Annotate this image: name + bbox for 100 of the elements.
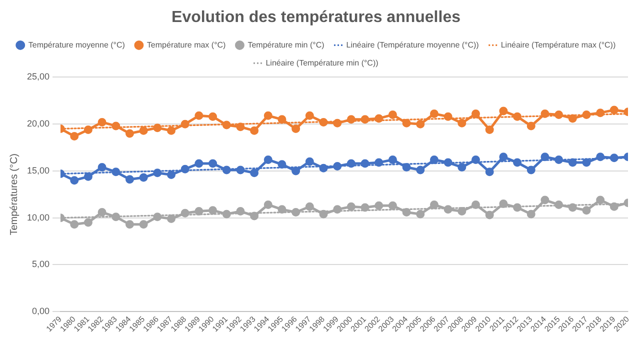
point bbox=[596, 152, 605, 162]
point bbox=[416, 210, 425, 218]
point bbox=[98, 208, 106, 216]
point bbox=[84, 172, 92, 181]
point bbox=[499, 200, 508, 208]
point bbox=[582, 110, 591, 119]
point bbox=[360, 159, 370, 168]
point bbox=[305, 111, 314, 120]
point bbox=[402, 162, 411, 172]
point bbox=[222, 120, 231, 130]
legend-label: Linéaire (Température max (°C)) bbox=[500, 40, 616, 50]
y-tick-label: 20,00 bbox=[26, 118, 50, 129]
point bbox=[208, 159, 218, 168]
point bbox=[194, 207, 204, 216]
point bbox=[70, 220, 79, 229]
point bbox=[292, 124, 300, 134]
point bbox=[98, 162, 106, 172]
point bbox=[70, 176, 79, 185]
legend-label: Linéaire (Température min (°C)) bbox=[266, 58, 379, 68]
point bbox=[84, 218, 92, 227]
y-tick-label: 25,00 bbox=[26, 72, 50, 82]
point bbox=[568, 158, 577, 167]
point bbox=[513, 112, 522, 121]
y-tick-label: 5,00 bbox=[32, 259, 50, 270]
point bbox=[222, 210, 231, 218]
point bbox=[153, 124, 162, 132]
point bbox=[499, 152, 508, 162]
point bbox=[125, 175, 134, 184]
point bbox=[139, 173, 148, 182]
y-tick-label: 0,00 bbox=[32, 306, 50, 316]
point bbox=[485, 168, 494, 176]
point bbox=[98, 118, 106, 126]
point bbox=[374, 201, 384, 210]
legend-label: Température moyenne (°C) bbox=[28, 40, 126, 50]
point bbox=[485, 210, 494, 220]
point bbox=[554, 110, 564, 119]
point bbox=[582, 206, 591, 215]
point bbox=[485, 125, 494, 134]
point bbox=[430, 110, 438, 118]
point bbox=[319, 118, 328, 126]
point bbox=[610, 202, 618, 211]
point bbox=[610, 154, 618, 162]
point bbox=[112, 168, 120, 176]
point bbox=[554, 155, 564, 164]
point bbox=[596, 108, 605, 118]
point bbox=[540, 152, 550, 162]
point bbox=[333, 162, 342, 171]
point bbox=[180, 120, 190, 128]
point bbox=[388, 110, 397, 119]
point bbox=[374, 114, 384, 123]
point bbox=[180, 208, 190, 218]
point bbox=[292, 166, 300, 176]
point bbox=[430, 155, 438, 164]
point bbox=[458, 162, 466, 172]
point bbox=[278, 205, 286, 214]
point bbox=[278, 160, 286, 169]
y-tick-label: 15,00 bbox=[26, 165, 50, 176]
point bbox=[568, 203, 577, 212]
legend-label: Température min (°C) bbox=[248, 40, 325, 50]
point bbox=[346, 115, 356, 124]
point bbox=[236, 166, 245, 174]
legend-label: Température max (°C) bbox=[146, 40, 226, 50]
point bbox=[526, 210, 536, 218]
point bbox=[416, 120, 425, 128]
point bbox=[250, 126, 259, 135]
point bbox=[112, 212, 120, 222]
point bbox=[458, 207, 466, 216]
point bbox=[596, 196, 605, 204]
point bbox=[139, 220, 148, 229]
point bbox=[84, 125, 92, 134]
point bbox=[180, 164, 190, 174]
point bbox=[472, 200, 480, 209]
point bbox=[319, 210, 328, 218]
point bbox=[319, 164, 328, 172]
point bbox=[610, 106, 618, 114]
point bbox=[167, 126, 176, 135]
point bbox=[250, 168, 259, 178]
point bbox=[388, 201, 397, 210]
point bbox=[540, 110, 550, 118]
point bbox=[526, 122, 536, 130]
y-tick-label: 10,00 bbox=[26, 212, 50, 222]
point bbox=[388, 155, 397, 164]
point bbox=[70, 132, 79, 141]
point bbox=[236, 122, 245, 132]
point bbox=[278, 115, 286, 124]
point bbox=[444, 158, 452, 167]
point bbox=[540, 196, 550, 204]
point bbox=[444, 205, 452, 214]
point bbox=[125, 129, 134, 138]
point bbox=[374, 158, 384, 167]
point bbox=[305, 157, 314, 166]
point bbox=[568, 114, 577, 123]
point bbox=[346, 202, 356, 211]
point bbox=[208, 206, 218, 215]
point bbox=[264, 111, 272, 120]
y-axis-title: Températures (°C) bbox=[8, 154, 20, 236]
point bbox=[499, 106, 508, 116]
point bbox=[402, 118, 411, 128]
point bbox=[333, 118, 342, 128]
point bbox=[153, 168, 162, 178]
